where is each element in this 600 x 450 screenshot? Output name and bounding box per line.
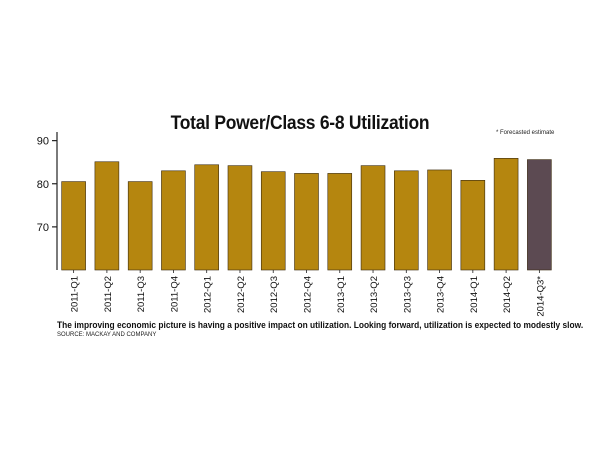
- x-tick-label-2014-Q3-forecast: 2014-Q3*: [535, 276, 546, 317]
- chart-caption: The improving economic picture is having…: [57, 320, 584, 330]
- x-tick-label-2013-Q4: 2013-Q4: [436, 276, 447, 313]
- bar-2013-Q1: [327, 173, 353, 271]
- bar-2011-Q3: [127, 181, 153, 271]
- x-tick-label-2013-Q1: 2013-Q1: [336, 276, 347, 313]
- x-tick-label-2012-Q3: 2012-Q3: [269, 276, 280, 313]
- y-tick-label-70: 70: [37, 222, 49, 234]
- x-tick-label-2011-Q2: 2011-Q2: [103, 276, 114, 312]
- bar-2012-Q3: [260, 171, 286, 271]
- x-tick-label-2011-Q4: 2011-Q4: [169, 276, 180, 312]
- chart-title: Total Power/Class 6-8 Utilization: [170, 113, 430, 134]
- bar-2014-Q1: [460, 180, 486, 271]
- x-tick-label-2011-Q1: 2011-Q1: [70, 276, 81, 312]
- bar-2014-Q2: [493, 158, 519, 271]
- bar-2013-Q3: [394, 170, 419, 271]
- bar-2014-Q3-forecast: [527, 159, 552, 271]
- x-tick-label-2014-Q2: 2014-Q2: [502, 276, 513, 313]
- y-tick-label-80: 80: [37, 179, 49, 191]
- forecast-footnote: * Forecasted estimate: [496, 130, 555, 136]
- bar-2013-Q4: [427, 169, 452, 271]
- bar-2013-Q2: [360, 165, 386, 271]
- x-tick-label-2012-Q1: 2012-Q1: [203, 276, 214, 313]
- y-tick-label-90: 90: [37, 136, 49, 148]
- x-tick-label-2012-Q2: 2012-Q2: [236, 276, 247, 313]
- bar-2011-Q4: [161, 170, 186, 271]
- bar-2011-Q1: [61, 181, 86, 271]
- bar-2012-Q1: [194, 164, 219, 271]
- bar-2012-Q4: [294, 173, 319, 271]
- bar-2011-Q2: [94, 161, 120, 271]
- x-tick-label-2014-Q1: 2014-Q1: [469, 276, 480, 313]
- x-tick-label-2013-Q3: 2013-Q3: [402, 276, 413, 313]
- x-tick-label-2013-Q2: 2013-Q2: [369, 276, 380, 313]
- x-tick-label-2011-Q3: 2011-Q3: [136, 276, 147, 312]
- x-tick-label-2012-Q4: 2012-Q4: [303, 276, 314, 313]
- bar-2012-Q2: [227, 165, 253, 271]
- chart-source: SOURCE: MACKAY AND COMPANY: [57, 332, 157, 338]
